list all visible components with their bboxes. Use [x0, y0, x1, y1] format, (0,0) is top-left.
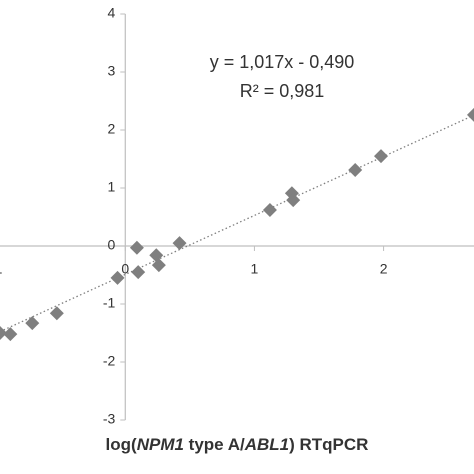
point [0, 326, 7, 340]
point [172, 236, 187, 251]
x-axis-title-part: NPM1 [137, 435, 184, 454]
x-axis-title-part: type A/ [184, 435, 245, 454]
y-tick-label: 0 [107, 237, 115, 253]
x-tick-label: 0 [121, 261, 129, 277]
x-axis-title-part: log( [106, 435, 137, 454]
point [286, 193, 301, 208]
point [262, 203, 277, 218]
point [49, 306, 64, 321]
point [149, 248, 164, 263]
x-axis-title: log(NPM1 type A/ABL1) RTqPCR [106, 435, 369, 454]
y-tick-label: 2 [107, 121, 115, 137]
trendline [0, 114, 474, 333]
x-tick-label: 1 [251, 261, 259, 277]
point [3, 327, 18, 342]
point [151, 258, 166, 273]
y-tick-label: -1 [103, 295, 116, 311]
r-squared: R² = 0,981 [240, 81, 325, 101]
point [348, 163, 363, 178]
y-tick-label: 3 [107, 63, 115, 79]
point [129, 240, 144, 255]
y-tick-label: 4 [107, 5, 115, 21]
y-tick-label: -3 [103, 411, 116, 427]
equation: y = 1,017x - 0,490 [210, 52, 355, 72]
x-axis-title-part: ABL1 [244, 435, 289, 454]
x-tick-label: 2 [380, 261, 388, 277]
point [374, 149, 389, 164]
point [110, 270, 125, 285]
y-tick-label: -2 [103, 353, 116, 369]
x-tick-label: -1 [0, 261, 3, 277]
point [25, 316, 40, 331]
y-tick-label: 1 [107, 179, 115, 195]
x-axis-title-part: ) RTqPCR [289, 435, 368, 454]
point [131, 265, 146, 280]
point [467, 107, 474, 122]
